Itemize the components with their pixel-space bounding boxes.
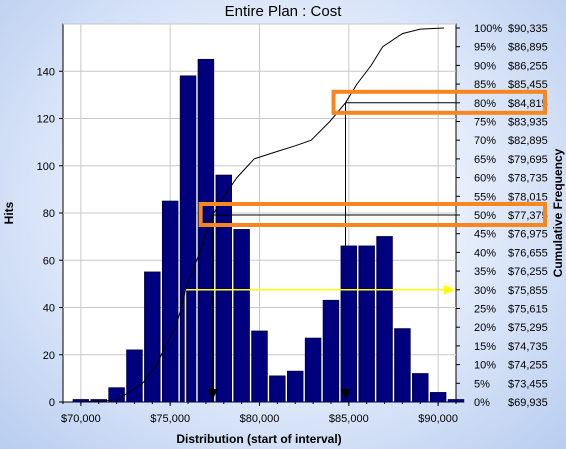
y2-tick-label: 65%	[474, 154, 496, 166]
y2-tick-cost: $85,455	[508, 79, 548, 91]
histogram-bar	[215, 174, 233, 403]
y2-tick-label: 70%	[474, 135, 496, 147]
y2-tick-label: 35%	[474, 266, 496, 278]
y2-tick-label: 30%	[474, 285, 496, 297]
y2-tick-cost: $78,015	[508, 191, 548, 203]
percentile-arrow-icon	[444, 284, 455, 295]
histogram-bars	[72, 58, 465, 403]
y2-tick-cost: $84,815	[508, 98, 548, 110]
y2-tick-cost: $90,335	[508, 23, 548, 35]
y2-tick-label: 40%	[474, 247, 496, 259]
y2-tick-label: 15%	[474, 341, 496, 353]
highlight-box	[198, 202, 548, 227]
histogram-bar	[358, 245, 375, 403]
y2-tick-label: 45%	[474, 229, 496, 241]
y-tick-label: 20	[43, 350, 55, 362]
histogram-bar	[144, 271, 161, 403]
y-tick-label: 60	[43, 255, 55, 267]
highlight-box	[331, 89, 547, 115]
y2-tick-cost: $77,375	[508, 210, 548, 222]
y2-tick-cost: $74,735	[508, 341, 548, 353]
y2-tick-label: 100%	[474, 23, 502, 35]
x-axis: $70,000 $75,000 $80,000 $85,000 $90,000	[61, 402, 458, 425]
y2-tick-cost: $75,295	[508, 322, 548, 334]
y2-tick-cost: $79,695	[508, 154, 548, 166]
x-tick-label: $85,000	[329, 413, 369, 425]
y2-tick-cost: $69,935	[508, 397, 548, 409]
y2-tick-label: 60%	[474, 173, 496, 185]
x-tick-label: $80,000	[240, 413, 280, 425]
y2-tick-cost: $76,975	[508, 229, 548, 241]
y2-tick-label: 95%	[474, 42, 496, 54]
y2-tick-label: 20%	[474, 322, 496, 334]
y2-tick-label: 90%	[474, 60, 496, 72]
x-tick-label: $70,000	[61, 413, 101, 425]
percentile-markers	[184, 102, 456, 402]
histogram-bar	[429, 392, 447, 403]
y2-tick-label: 5%	[474, 378, 490, 390]
x-tick-label: $90,000	[418, 413, 458, 425]
y2-tick-label: 10%	[474, 360, 496, 372]
highlight-boxes	[198, 89, 548, 227]
y-tick-label: 120	[37, 114, 55, 126]
histogram-bar	[394, 328, 411, 403]
y2-tick-cost: $86,895	[508, 42, 548, 54]
y2-tick-label: 0%	[474, 397, 490, 409]
histogram-bar	[269, 375, 286, 403]
y-tick-label: 0	[49, 397, 55, 409]
histogram-bar	[251, 330, 268, 403]
cumulative-frequency-line	[79, 27, 445, 403]
y2-tick-cost: $83,935	[508, 117, 548, 129]
y-axis-hits: 0 20 40 60 80 100 120 140	[37, 66, 63, 409]
histogram-bar	[412, 373, 429, 403]
y2-tick-cost: $78,735	[508, 173, 548, 185]
y-tick-label: 140	[37, 66, 55, 78]
y-axis-label: Hits	[2, 201, 16, 224]
y2-tick-cost: $76,255	[508, 266, 548, 278]
histogram-bar	[233, 229, 250, 403]
y2-tick-label: 25%	[474, 304, 496, 316]
y2-tick-label: 50%	[474, 210, 496, 222]
histogram-bar	[161, 200, 179, 403]
y-tick-label: 100	[37, 161, 55, 173]
y-tick-label: 40	[43, 303, 55, 315]
y2-axis-label: Cumulative Frequency	[551, 148, 565, 277]
histogram-bar	[179, 75, 197, 403]
y2-tick-cost: $74,255	[508, 360, 548, 372]
y2-tick-label: 55%	[474, 191, 496, 203]
y-axis-cumulative: 100% $90,335 95% $86,895 90% $86,255 85% $85,45…	[456, 23, 548, 409]
percentile-arrow-icon	[340, 389, 351, 400]
cumulative-curve	[79, 27, 445, 403]
y2-tick-cost: $82,895	[508, 135, 548, 147]
chart-title: Entire Plan : Cost	[225, 3, 343, 20]
histogram-bar	[286, 370, 304, 403]
histogram-bar	[322, 299, 340, 403]
histogram-bar	[126, 349, 143, 403]
y2-tick-label: 80%	[474, 98, 496, 110]
y2-tick-cost: $76,655	[508, 247, 548, 259]
percentile-arrow-icon	[207, 389, 218, 400]
y2-tick-cost: $73,455	[508, 378, 548, 390]
y2-tick-cost: $86,255	[508, 60, 548, 72]
y2-tick-label: 85%	[474, 79, 496, 91]
histogram-bar	[340, 245, 358, 403]
y2-tick-cost: $75,615	[508, 304, 548, 316]
histogram-bar	[304, 337, 322, 403]
y2-tick-cost: $75,855	[508, 285, 548, 297]
histogram-bar	[376, 236, 393, 403]
histogram-bar	[197, 58, 215, 403]
y2-tick-label: 75%	[474, 117, 496, 129]
x-tick-label: $75,000	[150, 413, 190, 425]
y-tick-label: 80	[43, 208, 55, 220]
x-axis-label: Distribution (start of interval)	[176, 432, 341, 446]
